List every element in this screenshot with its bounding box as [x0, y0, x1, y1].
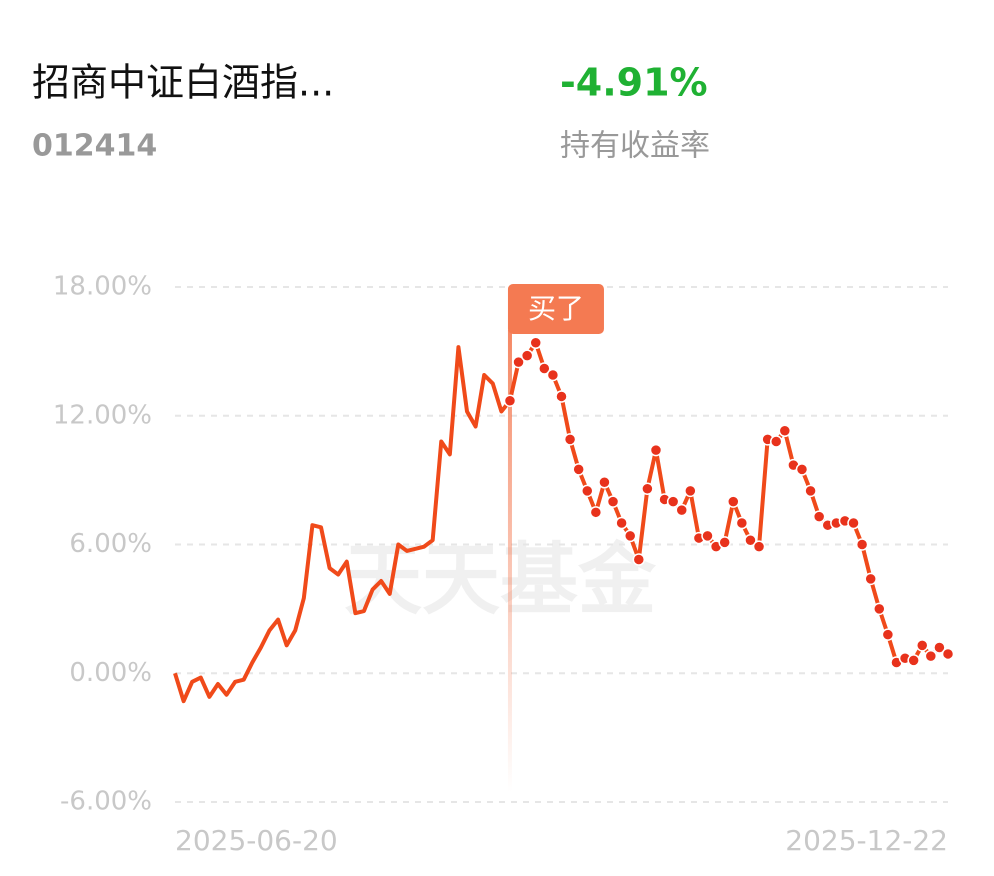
buy-tag-label: 买了 [528, 292, 584, 325]
x-tick-label: 2025-12-22 [785, 824, 948, 857]
holding-point [855, 538, 869, 551]
holding-point [581, 484, 594, 498]
holding-point [572, 463, 585, 476]
holding-point [812, 510, 826, 523]
holding-point [684, 484, 697, 498]
holding-point [701, 529, 714, 543]
holding-point [907, 654, 920, 667]
y-tick-label: -6.00% [60, 787, 152, 817]
holding-point [727, 495, 740, 508]
holding-point [873, 602, 886, 616]
holding-point [804, 484, 817, 498]
holding-point [641, 482, 654, 495]
holding-point [563, 433, 577, 446]
holding-return-label: 持有收益率 [560, 129, 710, 164]
holding-point [520, 349, 534, 362]
y-tick-label: 6.00% [69, 529, 152, 559]
holding-point [744, 533, 757, 547]
holding-point [881, 628, 895, 641]
holding-point [735, 516, 749, 530]
y-tick-label: 18.00% [53, 272, 152, 302]
holding-point [769, 435, 783, 448]
holding-point [795, 463, 809, 476]
buy-line [507, 330, 512, 792]
holding-point [933, 641, 946, 654]
holding-point [546, 368, 560, 382]
holding-point [538, 362, 551, 375]
holding-point [555, 390, 568, 403]
holding-point [649, 443, 663, 457]
holding-point [503, 394, 517, 407]
holding-point [529, 336, 542, 350]
x-tick-label: 2025-06-20 [175, 824, 338, 857]
fund-code: 012414 [32, 129, 157, 164]
holding-point [718, 536, 731, 549]
holding-point [675, 503, 688, 517]
fund-name: 招商中证白酒指... [32, 61, 334, 105]
holding-point [632, 553, 646, 566]
holding-point [778, 424, 792, 438]
holding-point [589, 506, 603, 519]
holding-point [666, 495, 680, 508]
y-tick-label: 0.00% [69, 658, 152, 688]
holding-point [941, 647, 955, 661]
holding-point [847, 516, 860, 530]
holding-point [512, 355, 525, 369]
y-tick-label: 12.00% [53, 400, 152, 430]
holding-point [924, 649, 938, 663]
holding-point [615, 516, 628, 530]
buy-tag [507, 284, 604, 334]
holding-point [606, 495, 620, 508]
holding-return: -4.91% [560, 61, 708, 105]
holding-point [752, 540, 766, 553]
holding-point [915, 639, 929, 652]
holding-point [623, 529, 637, 543]
holding-point [864, 572, 877, 586]
holding-point [598, 476, 611, 489]
